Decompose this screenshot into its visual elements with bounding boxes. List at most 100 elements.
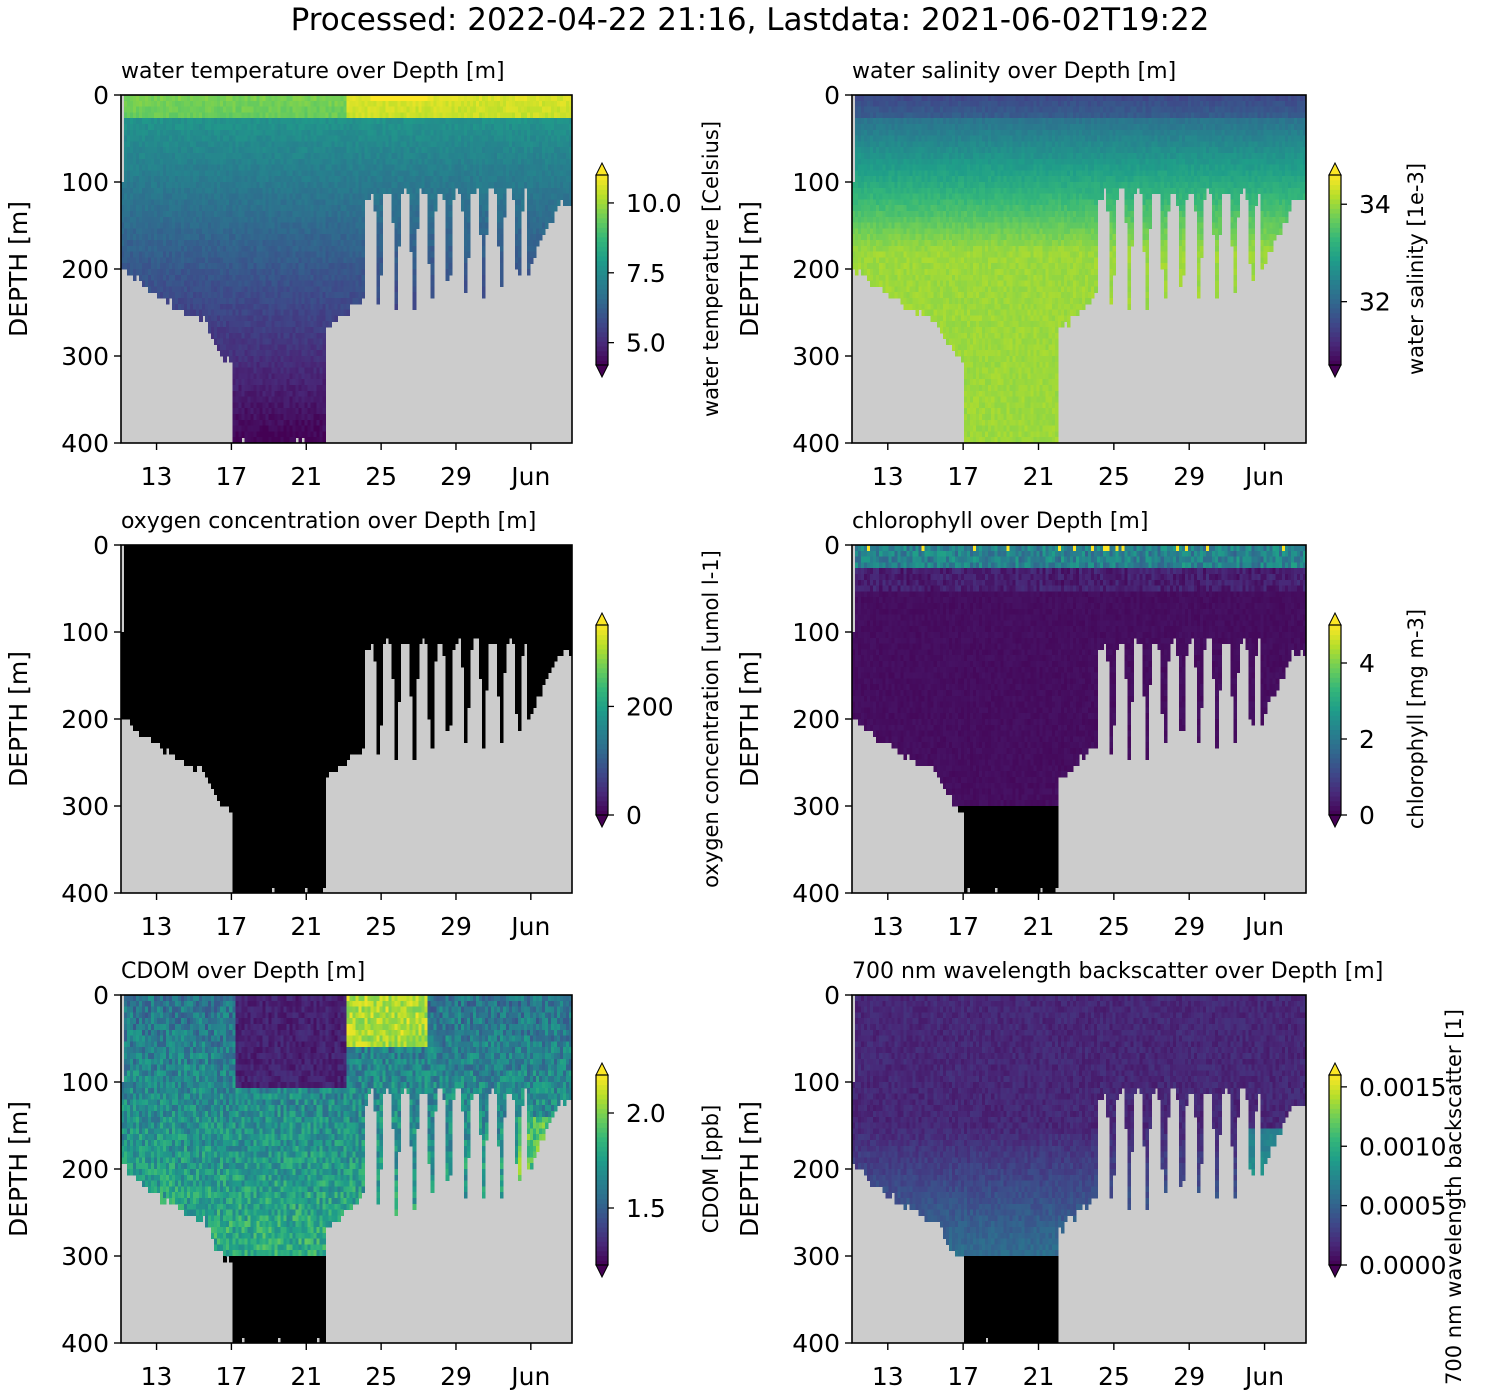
heatmap-cell xyxy=(289,118,293,125)
heatmap-cell xyxy=(304,396,309,403)
heatmap-cell xyxy=(181,100,185,108)
heatmap-cell xyxy=(274,170,278,177)
heatmap-cell xyxy=(241,228,245,235)
heatmap-cell xyxy=(145,170,149,177)
heatmap-cell xyxy=(157,170,161,177)
heatmap-cell xyxy=(259,425,263,432)
heatmap-cell xyxy=(139,257,143,264)
heatmap-cell xyxy=(136,211,140,218)
heatmap-cell xyxy=(220,211,224,218)
heatmap-cell xyxy=(172,274,176,282)
heatmap-cell xyxy=(259,396,263,403)
heatmap-cell xyxy=(127,129,131,137)
heatmap-cell xyxy=(163,135,167,142)
heatmap-cell xyxy=(319,199,324,206)
heatmap-cell xyxy=(193,118,197,125)
heatmap-cell xyxy=(268,263,272,270)
heatmap-cell xyxy=(226,187,230,195)
heatmap-cell xyxy=(310,361,315,369)
heatmap-cell xyxy=(280,338,284,345)
heatmap-cell xyxy=(286,211,290,218)
heatmap-cell xyxy=(208,176,212,183)
heatmap-cell xyxy=(136,129,140,137)
heatmap-cell xyxy=(277,396,281,403)
heatmap-cell xyxy=(202,303,206,311)
heatmap-cell xyxy=(187,228,191,235)
heatmap-cell xyxy=(199,251,203,258)
heatmap-cell xyxy=(145,280,149,287)
heatmap-cell xyxy=(310,257,315,264)
heatmap-cell xyxy=(301,170,306,177)
heatmap-cell xyxy=(301,263,306,270)
heatmap-cell xyxy=(376,280,381,287)
heatmap-cell xyxy=(223,274,227,282)
heatmap-cell xyxy=(223,205,227,212)
heatmap-cell xyxy=(274,356,278,363)
heatmap-cell xyxy=(196,280,200,287)
heatmap-cell xyxy=(502,205,507,212)
heatmap-cell xyxy=(229,327,233,334)
heatmap-cell xyxy=(232,205,236,212)
heatmap-cell xyxy=(301,106,306,113)
heatmap-cell xyxy=(499,251,504,258)
heatmap-cell xyxy=(166,280,170,287)
heatmap-cell xyxy=(223,170,227,177)
heatmap-cell xyxy=(202,182,206,189)
heatmap-cell xyxy=(154,251,158,258)
heatmap-cell xyxy=(157,286,161,293)
heatmap-cell xyxy=(253,135,257,142)
heatmap-cell xyxy=(217,327,221,334)
heatmap-cell xyxy=(280,147,284,154)
heatmap-cell xyxy=(157,164,161,171)
heatmap-cell xyxy=(304,367,309,374)
heatmap-cell xyxy=(166,274,170,282)
heatmap-cell xyxy=(223,129,227,137)
heatmap-cell xyxy=(259,274,263,282)
heatmap-cell xyxy=(145,129,149,137)
heatmap-cell xyxy=(196,205,200,212)
heatmap-cell xyxy=(187,240,191,247)
heatmap-cell xyxy=(160,147,164,154)
heatmap-cell xyxy=(313,187,318,195)
heatmap-cell xyxy=(223,100,227,108)
heatmap-cell xyxy=(217,332,221,340)
heatmap-cell xyxy=(277,303,281,311)
heatmap-cell xyxy=(253,379,257,386)
heatmap-cell xyxy=(232,182,236,189)
heatmap-cell xyxy=(307,251,312,258)
heatmap-cell xyxy=(316,193,321,200)
heatmap-cell xyxy=(190,135,194,142)
heatmap-cell xyxy=(130,211,134,218)
heatmap-cell xyxy=(139,153,143,160)
heatmap-cell xyxy=(259,187,263,195)
heatmap-cell xyxy=(268,425,272,432)
heatmap-cell xyxy=(316,303,321,311)
heatmap-cell xyxy=(304,222,309,229)
heatmap-cell xyxy=(268,338,272,345)
heatmap-cell xyxy=(223,176,227,183)
heatmap-cell xyxy=(313,321,318,328)
heatmap-cell xyxy=(124,245,128,253)
heatmap-cell xyxy=(229,321,233,328)
heatmap-cell xyxy=(307,199,312,206)
heatmap-cell xyxy=(304,292,309,299)
heatmap-cell xyxy=(319,315,324,322)
heatmap-cell xyxy=(142,176,146,183)
heatmap-cell xyxy=(319,228,324,235)
heatmap-cell xyxy=(322,100,327,108)
heatmap-cell xyxy=(202,199,206,206)
heatmap-cell xyxy=(313,118,318,125)
heatmap-cell xyxy=(295,286,299,293)
heatmap-cell xyxy=(121,251,125,258)
heatmap-cell xyxy=(226,321,230,328)
heatmap-cell xyxy=(253,106,257,113)
heatmap-cell xyxy=(283,286,287,293)
heatmap-cell xyxy=(205,211,209,218)
heatmap-cell xyxy=(412,269,417,276)
heatmap-cell xyxy=(127,240,131,247)
heatmap-cell xyxy=(250,263,254,270)
heatmap-cell xyxy=(268,437,272,444)
heatmap-cell xyxy=(208,245,212,253)
heatmap-cell xyxy=(136,228,140,235)
heatmap-cell xyxy=(163,274,167,282)
